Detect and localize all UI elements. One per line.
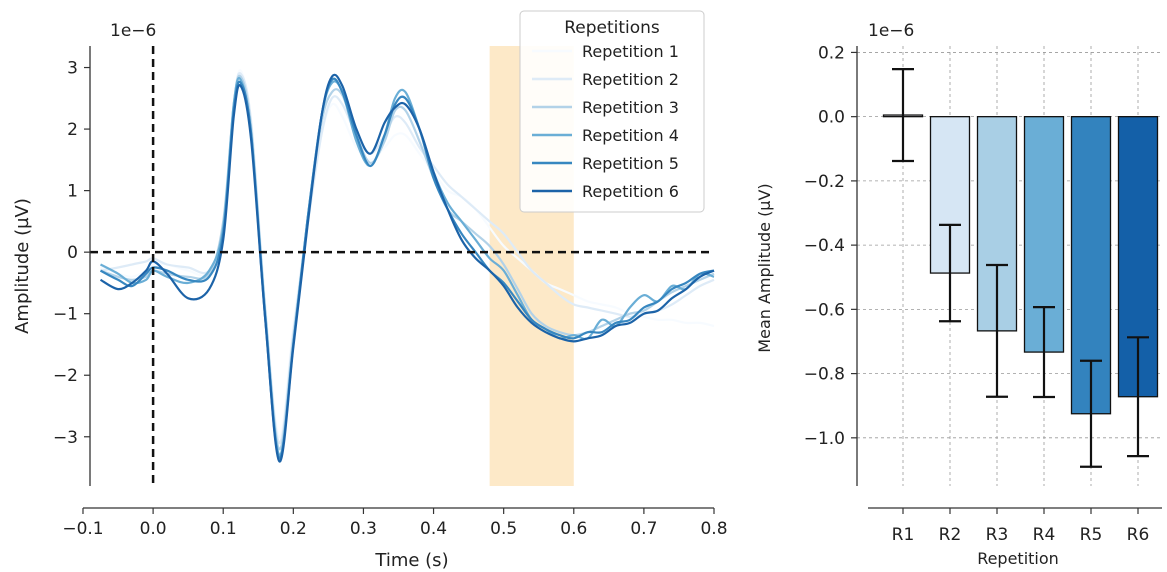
bars	[882, 114, 1159, 415]
y-tick-label: 1	[67, 182, 78, 202]
y-tick-label: −0.2	[804, 172, 845, 192]
legend-label: Repetition 4	[582, 126, 679, 145]
x-tick-label: R1	[892, 525, 915, 545]
error-bars	[892, 68, 1149, 468]
y-tick-label: −2	[53, 366, 78, 386]
series-lines	[99, 69, 715, 463]
y-tick-label: −3	[53, 428, 78, 448]
y-tick-label: 2	[67, 120, 78, 140]
x-tick-label: R3	[986, 525, 1009, 545]
legend-title: Repetitions	[564, 18, 660, 38]
y-ticks: 0.2 0.0 −0.2 −0.4 −0.6 −0.8 −1.0	[804, 43, 857, 449]
x-tick-label: R5	[1080, 525, 1103, 545]
y-axis-label: Amplitude (µV)	[12, 198, 33, 334]
legend-label: Repetition 2	[582, 70, 679, 89]
y-ticks: −3 −2 −1 0 1 2 3	[53, 59, 90, 448]
x-tick-label: 0.8	[700, 519, 727, 539]
y-offset-label: 1e−6	[110, 21, 156, 41]
legend-items: Repetition 1 Repetition 2 Repetition 3 Repe…	[532, 42, 679, 201]
y-tick-label: −0.4	[804, 236, 845, 256]
x-axis-label: Repetition	[977, 549, 1059, 568]
x-tick-label: −0.1	[62, 519, 103, 539]
legend-label: Repetition 1	[582, 42, 679, 61]
x-tick-label: R6	[1127, 525, 1150, 545]
legend-label: Repetition 3	[582, 98, 679, 117]
series-line-6	[99, 73, 715, 463]
x-ticks: −0.1 0.0 0.1 0.2 0.3 0.4 0.5 0.6 0.7 0.8	[62, 508, 728, 539]
x-tick-label: R2	[939, 525, 962, 545]
x-axis-label: Time (s)	[374, 550, 448, 571]
erp-line-chart: −3 −2 −1 0 1 2 3 −0.1 0.0 0.1 0.2 0.3 0.4 0.5 0.6 0.7 0…	[12, 10, 728, 571]
x-tick-label: 0.5	[490, 519, 517, 539]
x-tick-label: R4	[1033, 525, 1056, 545]
y-tick-label: −0.6	[804, 300, 845, 320]
y-axis-label: Mean Amplitude (µV)	[755, 183, 774, 352]
y-tick-label: 0	[67, 243, 78, 263]
x-ticks: R1 R2 R3 R4 R5 R6	[892, 508, 1150, 545]
x-tick-label: 0.6	[560, 519, 587, 539]
x-tick-label: 0.3	[350, 519, 377, 539]
mean-amplitude-bar-chart: 0.20.0−0.2−0.4−0.6−0.8−1.0 R1 R2 R3 R4 R5 R6 …	[755, 21, 1162, 568]
x-tick-label: 0.7	[630, 519, 657, 539]
x-tick-label: 0.1	[210, 519, 237, 539]
y-tick-label: −0.8	[804, 365, 845, 385]
y-offset-label: 1e−6	[868, 21, 914, 41]
y-tick-label: −1	[53, 305, 78, 325]
legend-label: Repetition 5	[582, 154, 679, 173]
x-tick-label: 0.2	[280, 519, 307, 539]
y-tick-label: 0.0	[818, 108, 845, 128]
legend-label: Repetition 6	[582, 182, 679, 201]
y-tick-label: 3	[67, 59, 78, 79]
x-tick-label: 0.0	[140, 519, 167, 539]
x-tick-label: 0.4	[420, 519, 447, 539]
y-tick-label: 0.2	[818, 43, 845, 63]
y-tick-label: −1.0	[804, 429, 845, 449]
